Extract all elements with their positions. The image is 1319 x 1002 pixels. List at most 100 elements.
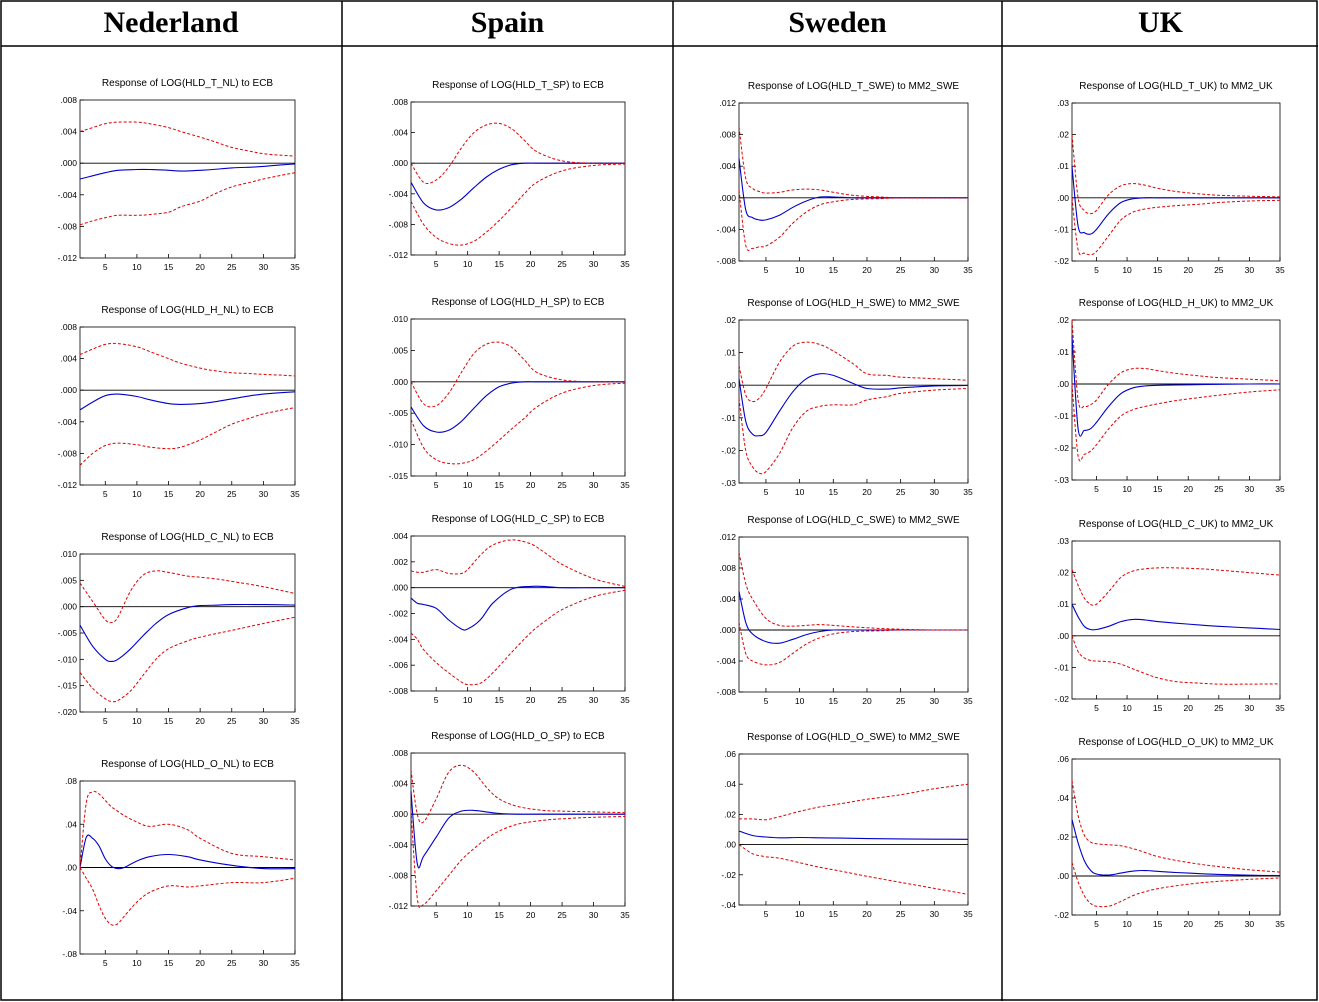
x-tick-label: 5 [103, 489, 108, 499]
x-tick-label: 20 [195, 262, 205, 272]
y-tick-label: .010 [60, 549, 77, 559]
irf-chart-16: Response of LOG(HLD_O_UK) to MM2_UK -.02.… [1054, 737, 1285, 929]
plot-frame [79, 326, 296, 486]
x-tick-label: 25 [896, 487, 906, 497]
x-tick-label: 5 [434, 695, 439, 705]
x-tick-label: 30 [589, 259, 599, 269]
y-tick-label: -.008 [389, 686, 409, 696]
x-tick-label: 20 [862, 487, 872, 497]
x-tick-label: 25 [557, 480, 567, 490]
y-tick-label: -.002 [389, 609, 409, 619]
x-tick-label: 25 [1214, 484, 1224, 494]
chart-title: Response of LOG(HLD_H_UK) to MM2_UK [1079, 298, 1274, 309]
x-tick-label: 15 [829, 909, 839, 919]
chart-title: Response of LOG(HLD_H_SWE) to MM2_SWE [747, 298, 960, 309]
series-upper [738, 552, 969, 631]
x-tick-label: 20 [526, 259, 536, 269]
x-tick-label: 30 [930, 909, 940, 919]
y-tick-label: .000 [391, 809, 408, 819]
chart-title: Response of LOG(HLD_O_UK) to MM2_UK [1078, 737, 1273, 748]
x-tick-label: 25 [227, 716, 237, 726]
y-tick-label: .01 [724, 348, 736, 358]
series-response [738, 591, 968, 644]
y-tick-label: .00 [65, 863, 77, 873]
y-tick-label: -.005 [389, 408, 409, 418]
x-tick-label: 25 [896, 265, 906, 275]
x-tick-label: 35 [1275, 484, 1285, 494]
x-tick-label: 10 [132, 262, 142, 272]
y-tick-label: .004 [719, 594, 736, 604]
y-tick-label: .002 [391, 557, 408, 567]
series-lower [1071, 197, 1281, 256]
y-tick-label: -.012 [58, 253, 78, 263]
y-tick-label: .08 [65, 776, 77, 786]
x-tick-label: 30 [1245, 703, 1255, 713]
series-response [738, 830, 969, 840]
irf-chart-3: Response of LOG(HLD_C_NL) to ECB -.020 -.0… [58, 532, 300, 726]
x-tick-label: 35 [290, 489, 300, 499]
x-tick-label: 25 [1214, 703, 1224, 713]
x-tick-label: 20 [526, 910, 536, 920]
y-tick-label: -.015 [58, 681, 78, 691]
series-lower [79, 407, 296, 466]
x-tick-label: 30 [589, 910, 599, 920]
x-tick-label: 5 [764, 265, 769, 275]
series-upper [1071, 134, 1281, 215]
series-response [410, 162, 625, 211]
x-tick-label: 10 [795, 909, 805, 919]
plot-frame [738, 536, 969, 693]
y-tick-label: -.04 [721, 900, 736, 910]
x-tick-label: 35 [620, 910, 630, 920]
series-response [79, 391, 296, 411]
column-header-nederland: Nederland [103, 6, 239, 39]
plot-frame [410, 535, 626, 692]
y-tick-label: .005 [391, 345, 408, 355]
y-tick-label: .00 [724, 840, 736, 850]
irf-chart-10: Response of LOG(HLD_H_SWE) to MM2_SWE -.0… [721, 298, 973, 497]
y-tick-label: .010 [391, 314, 408, 324]
series-lower [410, 810, 626, 909]
chart-title: Response of LOG(HLD_O_SWE) to MM2_SWE [747, 732, 960, 743]
irf-chart-8: Response of LOG(HLD_O_SP) to ECB -.012 -.0… [389, 731, 630, 920]
x-tick-label: 30 [259, 716, 269, 726]
y-tick-label: .000 [60, 602, 77, 612]
y-tick-label: .01 [1057, 347, 1069, 357]
plot-frame [1071, 319, 1281, 481]
series-upper [410, 539, 626, 587]
x-tick-label: 10 [132, 716, 142, 726]
x-tick-label: 20 [862, 265, 872, 275]
y-tick-label: -.01 [721, 413, 736, 423]
y-tick-label: .000 [719, 193, 736, 203]
x-tick-label: 15 [494, 910, 504, 920]
chart-title: Response of LOG(HLD_C_UK) to MM2_UK [1079, 519, 1274, 530]
x-tick-label: 25 [227, 489, 237, 499]
x-tick-label: 20 [862, 696, 872, 706]
plot-frame [738, 319, 969, 484]
y-tick-label: .04 [65, 819, 77, 829]
x-tick-label: 20 [195, 958, 205, 968]
y-tick-label: -.004 [389, 634, 409, 644]
irf-chart-9: Response of LOG(HLD_T_SWE) to MM2_SWE -.0… [717, 81, 973, 275]
y-tick-label: -.08 [62, 949, 77, 959]
x-tick-label: 25 [557, 259, 567, 269]
plot-frame [738, 102, 969, 262]
x-tick-label: 10 [463, 910, 473, 920]
chart-title: Response of LOG(HLD_C_SWE) to MM2_SWE [747, 515, 960, 526]
series-lower [79, 616, 296, 703]
x-tick-label: 5 [1094, 703, 1099, 713]
x-tick-label: 15 [164, 262, 174, 272]
series-upper [410, 764, 626, 824]
y-tick-label: -.008 [717, 687, 737, 697]
chart-title: Response of LOG(HLD_T_SWE) to MM2_SWE [748, 81, 960, 92]
x-tick-label: 15 [1153, 265, 1163, 275]
series-upper [738, 341, 969, 403]
chart-title: Response of LOG(HLD_T_UK) to MM2_UK [1079, 81, 1273, 92]
x-tick-label: 5 [103, 262, 108, 272]
series-lower [1071, 383, 1281, 462]
y-tick-label: .00 [1057, 193, 1069, 203]
series-response [410, 585, 625, 631]
y-tick-label: .03 [1057, 98, 1069, 108]
column-header-spain: Spain [470, 6, 545, 39]
